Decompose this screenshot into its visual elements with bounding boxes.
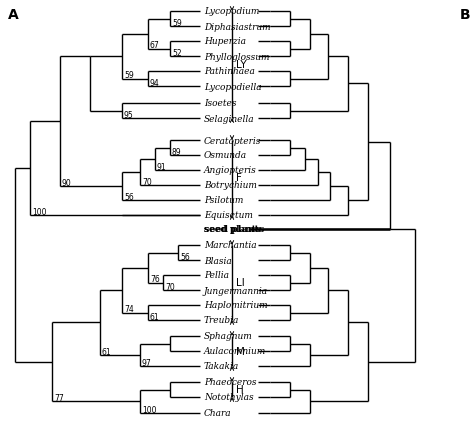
Text: 61: 61 — [102, 347, 111, 356]
Text: Psilotum: Psilotum — [204, 196, 243, 205]
Text: 94: 94 — [150, 79, 160, 88]
Text: Equisetum: Equisetum — [204, 211, 253, 220]
Text: Isoetes: Isoetes — [204, 99, 237, 108]
Text: B: B — [460, 8, 471, 22]
Text: seed plants: seed plants — [204, 225, 264, 234]
Text: 100: 100 — [142, 405, 156, 414]
Text: 61: 61 — [150, 312, 160, 321]
Text: H: H — [236, 385, 244, 394]
Text: Phaeoceros: Phaeoceros — [204, 377, 256, 386]
Text: Selaginella: Selaginella — [204, 114, 255, 123]
Text: Lycopodium: Lycopodium — [204, 8, 259, 17]
Text: 77: 77 — [54, 393, 64, 402]
Text: Treubia: Treubia — [204, 316, 239, 325]
Text: 74: 74 — [124, 305, 134, 314]
Text: 52: 52 — [172, 49, 182, 58]
Text: Jungermannia: Jungermannia — [204, 286, 268, 295]
Text: Pellia: Pellia — [204, 271, 229, 280]
Text: Angiopteris: Angiopteris — [204, 166, 257, 175]
Text: 95: 95 — [124, 111, 134, 120]
Text: F: F — [236, 173, 242, 183]
Text: Botrychium: Botrychium — [204, 181, 257, 190]
Text: Ceratopteris: Ceratopteris — [204, 136, 261, 145]
Text: LY: LY — [236, 60, 246, 70]
Text: Takakia: Takakia — [204, 362, 239, 371]
Text: 59: 59 — [172, 19, 182, 28]
Text: Pathinhaea: Pathinhaea — [204, 67, 255, 76]
Text: 70: 70 — [142, 178, 152, 187]
Text: Osmunda: Osmunda — [204, 151, 247, 160]
Text: M: M — [236, 346, 245, 356]
Text: seed plants: seed plants — [204, 225, 261, 234]
Text: 91: 91 — [157, 163, 167, 172]
Text: Haplomitrium: Haplomitrium — [204, 301, 268, 310]
Text: 70: 70 — [165, 282, 175, 291]
Text: 67: 67 — [150, 41, 160, 50]
Text: Marchantia: Marchantia — [204, 241, 256, 250]
Text: Chara: Chara — [204, 409, 232, 417]
Text: A: A — [8, 8, 19, 22]
Text: LI: LI — [236, 278, 245, 288]
Text: Diphasiastrum: Diphasiastrum — [204, 23, 271, 32]
Text: 97: 97 — [142, 358, 152, 367]
Text: Sphagnum: Sphagnum — [204, 332, 253, 341]
Text: 59: 59 — [124, 71, 134, 81]
Text: Blasia: Blasia — [204, 256, 232, 265]
Text: 89: 89 — [172, 148, 182, 157]
Text: Lycopodiella: Lycopodiella — [204, 82, 262, 91]
Text: Phylloglossum: Phylloglossum — [204, 52, 270, 61]
Text: Notothylas: Notothylas — [204, 393, 254, 402]
Text: 100: 100 — [32, 207, 46, 216]
Text: 56: 56 — [180, 253, 190, 262]
Text: Huperzia: Huperzia — [204, 37, 246, 46]
Text: 76: 76 — [150, 275, 160, 284]
Text: 90: 90 — [62, 178, 72, 187]
Text: Aulacomnium: Aulacomnium — [204, 347, 266, 356]
Text: 56: 56 — [124, 193, 134, 201]
